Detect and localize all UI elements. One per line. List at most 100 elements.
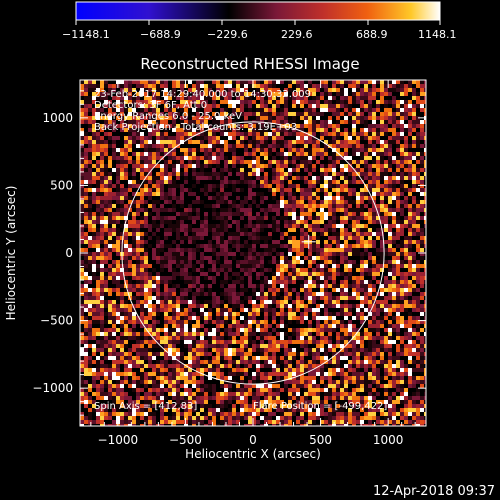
heatmap-cell: [100, 224, 104, 228]
heatmap-cell: [212, 292, 216, 296]
heatmap-cell: [316, 304, 320, 308]
heatmap-cell: [256, 256, 260, 260]
heatmap-cell: [328, 112, 332, 116]
heatmap-cell: [284, 128, 288, 132]
heatmap-cell: [124, 188, 128, 192]
heatmap-cell: [296, 168, 300, 172]
heatmap-cell: [136, 200, 140, 204]
heatmap-cell: [256, 288, 260, 292]
heatmap-cell: [240, 136, 244, 140]
heatmap-cell: [216, 108, 220, 112]
colorbar-gradient: [75, 1, 441, 21]
heatmap-cell: [280, 256, 284, 260]
heatmap-cell: [300, 288, 304, 292]
heatmap-cell: [408, 260, 412, 264]
heatmap-cell: [80, 200, 84, 204]
heatmap-cell: [92, 196, 96, 200]
heatmap-cell: [316, 156, 320, 160]
heatmap-cell: [236, 272, 240, 276]
heatmap-cell: [220, 176, 224, 180]
heatmap-cell: [240, 296, 244, 300]
heatmap-cell: [124, 228, 128, 232]
heatmap-cell: [264, 236, 268, 240]
heatmap-cell: [376, 236, 380, 240]
heatmap-cell: [268, 128, 272, 132]
heatmap-cell: [336, 268, 340, 272]
heatmap-cell: [364, 180, 368, 184]
heatmap-cell: [172, 128, 176, 132]
heatmap-cell: [324, 280, 328, 284]
heatmap-cell: [248, 184, 252, 188]
heatmap-cell: [276, 256, 280, 260]
heatmap-cell: [128, 248, 132, 252]
heatmap-cell: [164, 208, 168, 212]
heatmap-cell: [152, 144, 156, 148]
heatmap-cell: [160, 212, 164, 216]
heatmap-cell: [352, 136, 356, 140]
heatmap-cell: [412, 228, 416, 232]
heatmap-cell: [388, 140, 392, 144]
heatmap-cell: [348, 272, 352, 276]
heatmap-cell: [120, 84, 124, 88]
heatmap-cell: [320, 208, 324, 212]
heatmap-cell: [304, 104, 308, 108]
heatmap-cell: [348, 224, 352, 228]
heatmap-cell: [116, 276, 120, 280]
heatmap-cell: [312, 180, 316, 184]
heatmap-cell: [244, 108, 248, 112]
heatmap-cell: [260, 292, 264, 296]
heatmap-cell: [296, 192, 300, 196]
heatmap-cell: [372, 148, 376, 152]
heatmap-cell: [288, 216, 292, 220]
heatmap-cell: [196, 248, 200, 252]
heatmap-cell: [340, 260, 344, 264]
heatmap-cell: [288, 280, 292, 284]
heatmap-cell: [152, 308, 156, 312]
heatmap-cell: [404, 192, 408, 196]
heatmap-cell: [184, 92, 188, 96]
heatmap-cell: [332, 100, 336, 104]
heatmap-cell: [372, 256, 376, 260]
heatmap-cell: [280, 272, 284, 276]
heatmap-cell: [228, 236, 232, 240]
heatmap-cell: [120, 300, 124, 304]
heatmap-cell: [332, 132, 336, 136]
heatmap-cell: [276, 280, 280, 284]
heatmap-cell: [228, 192, 232, 196]
heatmap-cell: [224, 180, 228, 184]
heatmap-cell: [300, 208, 304, 212]
heatmap-cell: [344, 180, 348, 184]
heatmap-cell: [360, 288, 364, 292]
heatmap-cell: [360, 224, 364, 228]
heatmap-cell: [304, 236, 308, 240]
heatmap-cell: [388, 96, 392, 100]
heatmap-cell: [416, 160, 420, 164]
heatmap-cell: [232, 152, 236, 156]
heatmap-cell: [88, 192, 92, 196]
heatmap-cell: [364, 244, 368, 248]
heatmap-cell: [100, 296, 104, 300]
heatmap-cell: [144, 244, 148, 248]
heatmap-cell: [228, 80, 232, 84]
heatmap-cell: [208, 172, 212, 176]
heatmap-cell: [348, 248, 352, 252]
heatmap-cell: [416, 104, 420, 108]
heatmap-cell: [180, 104, 184, 108]
heatmap-cell: [264, 296, 268, 300]
heatmap-cell: [328, 124, 332, 128]
heatmap-cell: [104, 292, 108, 296]
heatmap-cell: [364, 120, 368, 124]
heatmap-cell: [284, 120, 288, 124]
heatmap-cell: [208, 180, 212, 184]
heatmap-cell: [92, 204, 96, 208]
heatmap-cell: [316, 148, 320, 152]
heatmap-cell: [256, 252, 260, 256]
heatmap-cell: [264, 80, 268, 84]
heatmap-cell: [344, 176, 348, 180]
heatmap-cell: [228, 268, 232, 272]
heatmap-cell: [160, 184, 164, 188]
heatmap-cell: [176, 120, 180, 124]
heatmap-cell: [184, 224, 188, 228]
heatmap-cell: [244, 276, 248, 280]
heatmap-cell: [240, 176, 244, 180]
